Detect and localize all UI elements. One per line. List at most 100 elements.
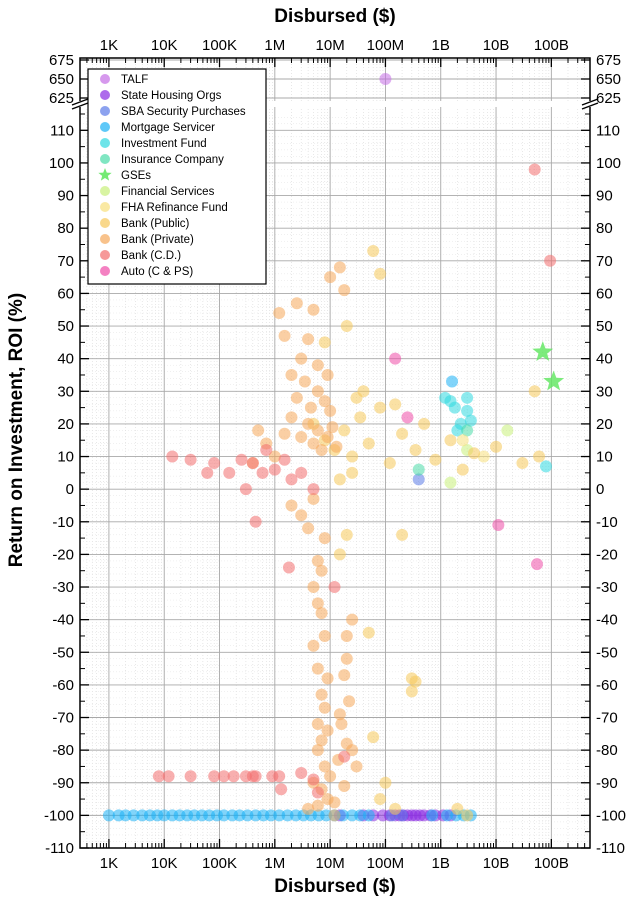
data-point [396, 427, 409, 440]
data-point [281, 809, 294, 822]
data-point [302, 522, 315, 535]
y-tick-label: 100 [49, 155, 74, 172]
legend-marker [100, 266, 110, 276]
data-point [307, 437, 320, 450]
y-tick-label: 90 [57, 188, 74, 205]
data-point [208, 770, 221, 783]
x-tick-label-top: 10M [316, 37, 345, 54]
x-tick-label: 10M [316, 855, 345, 872]
data-point [302, 333, 315, 346]
data-point [321, 430, 334, 443]
y-upper-tick-label-right: 675 [596, 52, 621, 69]
legend-marker [100, 90, 110, 100]
y-tick-label-right: -20 [596, 546, 618, 563]
data-point [162, 770, 175, 783]
y-upper-tick-label: 650 [49, 71, 74, 88]
data-point [362, 809, 375, 822]
data-point [273, 809, 286, 822]
y-tick-label-right: -50 [596, 644, 618, 661]
data-point-star [543, 370, 565, 391]
data-point [290, 297, 303, 310]
data-point [278, 453, 291, 466]
data-point [235, 453, 248, 466]
plot-frame [79, 57, 591, 849]
data-point [223, 466, 236, 479]
data-point [477, 450, 490, 463]
data-point [333, 548, 346, 561]
x-tick-label: 1M [264, 855, 285, 872]
data-point [166, 450, 179, 463]
y-tick-label-right: 60 [596, 285, 613, 302]
data-point [311, 597, 324, 610]
x-tick-label-top: 10B [483, 37, 510, 54]
major-grid [80, 58, 590, 849]
data-point [152, 770, 165, 783]
data-point [321, 672, 334, 685]
y-tick-label-right: -40 [596, 612, 618, 629]
data-point [340, 629, 353, 642]
data-point [439, 391, 452, 404]
data-point [264, 809, 277, 822]
data-point [333, 473, 346, 486]
legend-marker [100, 186, 110, 196]
data-point [490, 440, 503, 453]
legend: TALF State Housing Orgs SBA Security Purch… [87, 68, 267, 285]
data-point [295, 466, 308, 479]
y-upper-tick-label: 675 [49, 52, 74, 69]
data-point [338, 780, 351, 793]
data-point [367, 731, 380, 744]
data-point [468, 447, 481, 460]
data-point [315, 444, 328, 457]
data-point [208, 457, 221, 470]
data-point [374, 401, 387, 414]
data-point [324, 271, 337, 284]
data-point [340, 652, 353, 665]
data-point [217, 809, 230, 822]
data-point [461, 424, 474, 437]
y-tick-label-right: -110 [596, 840, 625, 857]
data-point [528, 385, 541, 398]
data-point [343, 695, 356, 708]
data-point [273, 770, 286, 783]
axis-ticks [79, 58, 591, 849]
data-point [201, 466, 214, 479]
data-point [302, 417, 315, 430]
x-tick-label: 100M [367, 855, 405, 872]
y-tick-label: -110 [45, 840, 74, 857]
data-point [315, 607, 328, 620]
y-tick-label-right: 10 [596, 449, 613, 466]
data-point [461, 391, 474, 404]
data-point [346, 613, 359, 626]
legend-marker [100, 154, 110, 164]
data-point [409, 444, 422, 457]
y-tick-label-right: -70 [596, 710, 618, 727]
data-point [278, 329, 291, 342]
data-point [533, 450, 546, 463]
data-point [401, 411, 414, 424]
x-tick-label-top: 10K [151, 37, 178, 54]
data-point [285, 499, 298, 512]
legend-label: Auto (C & PS) [121, 266, 193, 278]
axis-break-slash [581, 102, 599, 110]
data-point [456, 463, 469, 476]
y-upper-tick-label-right: 650 [596, 71, 621, 88]
data-point [318, 532, 331, 545]
data-point [336, 809, 349, 822]
legend-marker-star [98, 168, 112, 181]
y-tick-label: 60 [57, 285, 74, 302]
y-tick-label-right: 30 [596, 383, 613, 400]
data-point [389, 398, 402, 411]
data-point [335, 718, 348, 731]
y-tick-label-right: -100 [596, 807, 626, 824]
legend-marker [100, 106, 110, 116]
legend-label: State Housing Orgs [121, 90, 222, 102]
data-point [354, 809, 367, 822]
y-tick-label: 70 [57, 253, 74, 270]
y-tick-label-right: -10 [596, 514, 618, 531]
y-tick-label-right: 50 [596, 318, 613, 335]
data-point [278, 427, 291, 440]
y-axis-title: Return on Investment, ROI (%) [6, 293, 27, 567]
data-point [239, 483, 252, 496]
data-point [528, 163, 541, 176]
